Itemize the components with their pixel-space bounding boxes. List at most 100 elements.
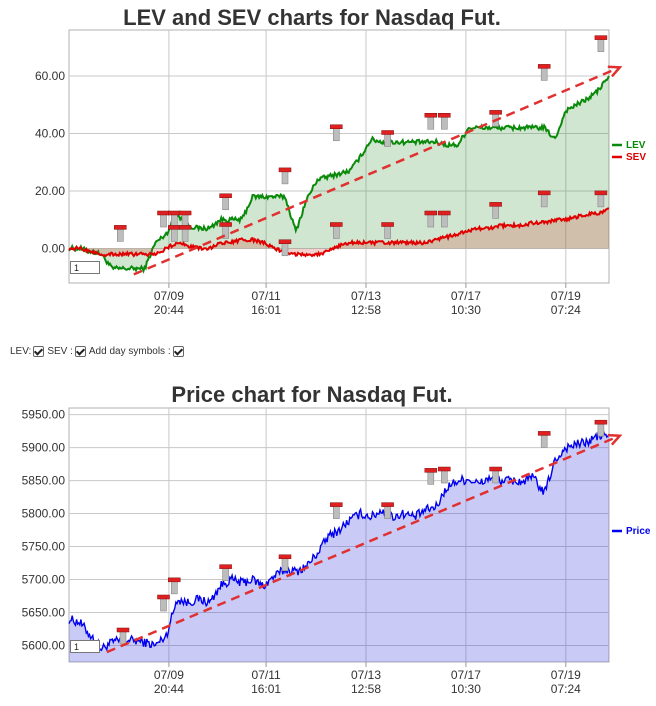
day-symbol-marker <box>489 202 502 219</box>
price-chart-title: Price chart for Nasdaq Fut. <box>171 382 453 407</box>
marker-pole <box>384 505 391 519</box>
marker-flag <box>219 193 232 198</box>
marker-flag <box>381 130 394 135</box>
y-tick-label: 5850.00 <box>22 474 66 488</box>
series-area-price <box>69 431 609 662</box>
marker-pole <box>160 597 167 612</box>
day-symbol-marker <box>219 193 232 211</box>
day-symbol-marker <box>594 419 608 437</box>
plot-area <box>68 407 610 663</box>
series-line-price <box>68 430 610 652</box>
y-tick-label: 40.00 <box>35 127 65 141</box>
marker-flag <box>278 167 292 173</box>
x-tick-time: 12:58 <box>351 682 381 696</box>
marker-flag <box>381 502 394 507</box>
marker-flag <box>424 210 438 216</box>
lev-checkbox[interactable] <box>33 346 45 357</box>
day-symbol-marker <box>438 210 451 228</box>
marker-flag <box>489 202 502 207</box>
marker-flag <box>537 190 551 196</box>
legend-label-lev: LEV <box>626 140 646 151</box>
day-symbol-marker <box>381 130 394 147</box>
day-symbol-marker <box>278 167 292 185</box>
trend-arrow-line <box>106 434 621 654</box>
sev-toggle[interactable]: SEV : <box>47 346 86 357</box>
day-symbol-marker <box>219 564 232 581</box>
x-tick-time: 16:01 <box>251 682 281 696</box>
y-tick-label: 5700.00 <box>22 573 66 587</box>
series-area-sev <box>69 208 609 256</box>
day-symbols-checkbox[interactable] <box>172 346 184 357</box>
x-tick-date: 07/13 <box>351 668 381 682</box>
series-toggle-controls: LEV: SEV : Add day symbols : <box>10 346 187 357</box>
x-tick-date: 07/17 <box>451 289 481 303</box>
x-tick-time: 16:01 <box>251 303 281 317</box>
day-symbols-toggle[interactable]: Add day symbols : <box>89 346 184 357</box>
day-symbol-marker <box>424 468 438 485</box>
price-zoom-input[interactable]: 1 <box>70 640 100 653</box>
marker-flag <box>278 239 292 244</box>
marker-flag <box>424 113 438 118</box>
marker-pole <box>597 422 605 437</box>
marker-flag <box>438 210 451 216</box>
lev-zoom-input[interactable]: 1 <box>70 261 100 274</box>
lev-toggle[interactable]: LEV: <box>10 346 45 357</box>
day-symbol-marker <box>438 113 451 130</box>
marker-flag <box>178 225 192 230</box>
x-tick-date: 07/11 <box>252 289 281 303</box>
marker-flag <box>330 124 343 129</box>
day-symbol-marker <box>278 239 292 257</box>
trend-arrow-line <box>133 66 621 276</box>
marker-flag <box>219 564 232 569</box>
marker-pole <box>281 557 289 572</box>
x-tick-date: 07/19 <box>551 668 581 682</box>
series-line-sev <box>68 207 610 258</box>
marker-flag <box>424 468 438 473</box>
marker-pole <box>119 630 127 645</box>
x-tick-time: 20:44 <box>154 682 184 696</box>
day-symbol-marker <box>594 35 608 52</box>
x-tick-time: 12:58 <box>351 303 381 317</box>
y-tick-label: 5800.00 <box>22 507 66 521</box>
marker-flag <box>381 222 394 227</box>
day-symbol-marker <box>330 124 343 142</box>
x-tick-date: 07/19 <box>551 289 581 303</box>
marker-flag <box>219 222 232 227</box>
day-symbol-marker <box>219 222 232 239</box>
day-symbols-label: Add day symbols : <box>88 346 171 357</box>
marker-pole <box>332 505 340 519</box>
y-tick-label: 5900.00 <box>22 441 66 455</box>
lev-toggle-label: LEV: <box>10 346 32 357</box>
legend-label-price: Price <box>626 526 651 537</box>
day-symbol-marker <box>489 466 502 484</box>
day-symbol-marker <box>330 222 343 239</box>
y-tick-label: 5750.00 <box>22 540 66 554</box>
marker-flag <box>114 225 127 230</box>
x-tick-date: 07/17 <box>451 668 481 682</box>
day-symbol-marker <box>381 222 394 239</box>
marker-flag <box>537 64 551 69</box>
day-symbol-marker <box>594 190 608 208</box>
marker-flag <box>594 419 608 425</box>
marker-pole <box>171 580 178 595</box>
x-tick-time: 07:24 <box>551 682 581 696</box>
day-symbol-marker <box>278 554 292 572</box>
marker-pole <box>492 469 499 484</box>
day-symbol-marker <box>537 431 551 448</box>
legend-label-sev: SEV <box>626 152 646 163</box>
marker-flag <box>537 431 551 436</box>
marker-flag <box>489 110 502 115</box>
marker-pole <box>440 469 448 484</box>
day-symbol-marker <box>537 190 551 208</box>
day-symbol-marker <box>157 594 170 612</box>
x-tick-date: 07/09 <box>154 289 184 303</box>
marker-pole <box>427 471 435 485</box>
day-symbol-marker <box>114 225 127 242</box>
lev-chart-title: LEV and SEV charts for Nasdaq Fut. <box>123 5 501 30</box>
marker-pole <box>222 567 229 581</box>
series-line-lev <box>68 75 610 274</box>
day-symbol-marker <box>168 577 181 595</box>
day-symbol-marker <box>381 502 394 519</box>
sev-checkbox[interactable] <box>74 346 86 357</box>
